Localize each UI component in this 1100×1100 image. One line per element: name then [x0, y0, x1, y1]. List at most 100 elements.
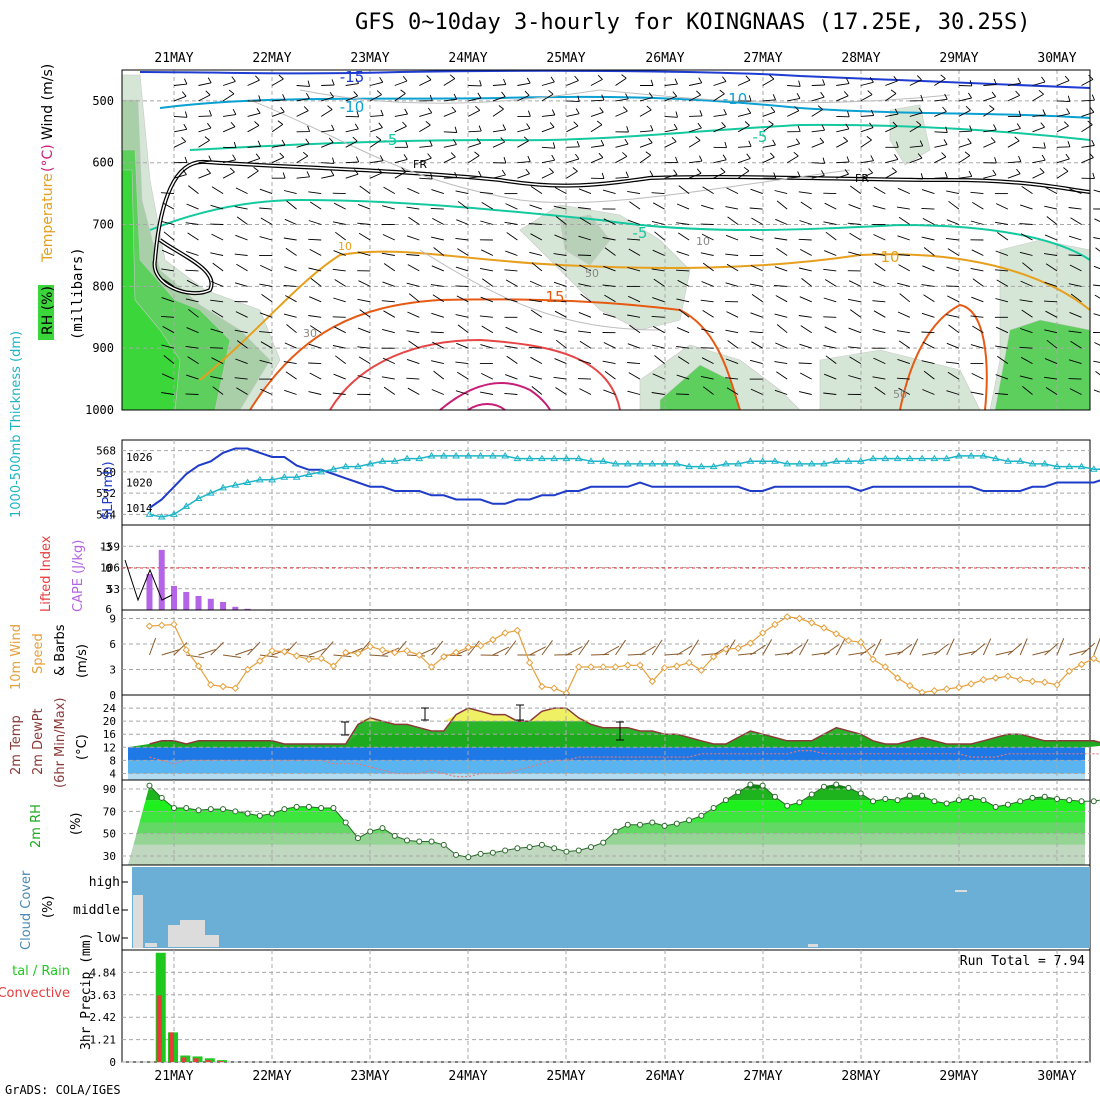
wind-barb [457, 371, 469, 380]
wind-speed-point [808, 619, 816, 627]
wind-barb [995, 345, 1008, 349]
wind-barb [798, 315, 812, 318]
wind-barb [676, 250, 690, 256]
wind-barb [553, 329, 567, 334]
minmax-bar [341, 721, 349, 736]
rh-point [477, 850, 484, 857]
minmax-bar [421, 707, 429, 721]
wind-barb [162, 326, 175, 334]
wind-barb [615, 639, 626, 656]
wind-barb [897, 235, 910, 241]
wind-barb [897, 643, 913, 656]
wind-barb [541, 89, 554, 102]
wind-barb [198, 155, 212, 164]
wind-barb [750, 188, 763, 195]
wind-barb [345, 156, 360, 164]
minmax-bar [616, 721, 624, 741]
wind-barb [872, 205, 886, 210]
wind-speed-point [697, 666, 706, 675]
wind-barb [1020, 356, 1033, 364]
wind-barb [946, 342, 960, 349]
wind-speed-point [599, 663, 607, 671]
thickness-point [734, 459, 743, 467]
wind-barb [762, 120, 774, 133]
thickness-point [672, 459, 681, 467]
wind-barb [811, 137, 825, 148]
wind-barb [430, 236, 444, 241]
wind-barb [198, 110, 212, 117]
bottom-date-label: 30MAY [1037, 1069, 1076, 1084]
wind-speed-point [1065, 667, 1073, 675]
wind-barb [850, 185, 862, 194]
wind-barb [995, 250, 1009, 256]
wind-barb [1022, 262, 1033, 272]
rh-point [391, 832, 398, 839]
wind-barb [726, 263, 739, 272]
rh-point [637, 821, 644, 828]
thickness-point [219, 483, 227, 491]
wind-barb [836, 91, 849, 102]
wind-barb [468, 92, 482, 102]
wind-barb [259, 331, 273, 334]
wind-barb [345, 91, 359, 102]
wind-barb [898, 340, 911, 349]
wind-barb [198, 77, 212, 86]
bottom-date-label: 25MAY [546, 1069, 585, 1084]
wind-barb [419, 75, 432, 86]
wind-barb [1093, 638, 1100, 656]
wind-barb [223, 108, 237, 117]
thickness-axis-label: 1000-500mb Thickness (dm) [9, 331, 24, 518]
wind-barb [604, 294, 616, 303]
wind-barb [824, 202, 837, 210]
thickness-point [905, 454, 914, 462]
cloud-bar [133, 895, 143, 948]
wind-barb [492, 105, 504, 117]
precip-tick-label: 3.63 [90, 989, 117, 1002]
wind-barb [541, 109, 556, 117]
wind-barb [590, 120, 603, 133]
wind-barb [749, 359, 763, 365]
wind-barb [726, 387, 739, 395]
wind-barb [431, 265, 444, 272]
wind-barb [825, 355, 837, 364]
wind-barb [579, 217, 592, 225]
wind-barb [1032, 154, 1046, 164]
wind-barb [504, 345, 518, 349]
wind-barb [210, 299, 224, 303]
wind-barb [590, 94, 605, 102]
wind-barb [482, 278, 494, 287]
wind-barb [885, 167, 897, 179]
wind-barb [530, 186, 543, 194]
wind-speed-point [1041, 678, 1049, 686]
wind-barb [479, 191, 493, 195]
wind-barb [504, 269, 518, 272]
wind-barb [946, 190, 959, 195]
thickness-tick-label: 544 [96, 508, 116, 521]
wind-speed-point [942, 685, 951, 693]
wind-barb [787, 125, 801, 133]
wind-barb [603, 389, 616, 395]
rh-point [514, 845, 521, 852]
rh-point [894, 797, 901, 804]
wind-barb [309, 249, 322, 256]
wind-barb [1093, 313, 1100, 317]
wind-barb [983, 137, 996, 148]
wind-barb [713, 108, 727, 117]
wind-barb [983, 91, 997, 102]
wind-barb [261, 294, 273, 303]
bottom-date-label: 28MAY [841, 1069, 880, 1084]
wind-barb [1068, 235, 1082, 241]
wind-barb [1069, 388, 1082, 395]
wind-barb [958, 151, 971, 164]
wind-speed-point [881, 663, 890, 671]
wind-barb [185, 393, 199, 395]
rh-point [171, 804, 177, 811]
wind-speed-point [648, 677, 656, 686]
wind-barb [738, 95, 752, 102]
wind-barb [995, 650, 1014, 656]
rh-point [220, 806, 227, 813]
top-date-label: 22MAY [252, 51, 291, 66]
pressure-tick-label: 1000 [85, 403, 114, 417]
wind-barb [517, 155, 531, 164]
run-total-label: Run Total = 7.94 [960, 954, 1085, 969]
